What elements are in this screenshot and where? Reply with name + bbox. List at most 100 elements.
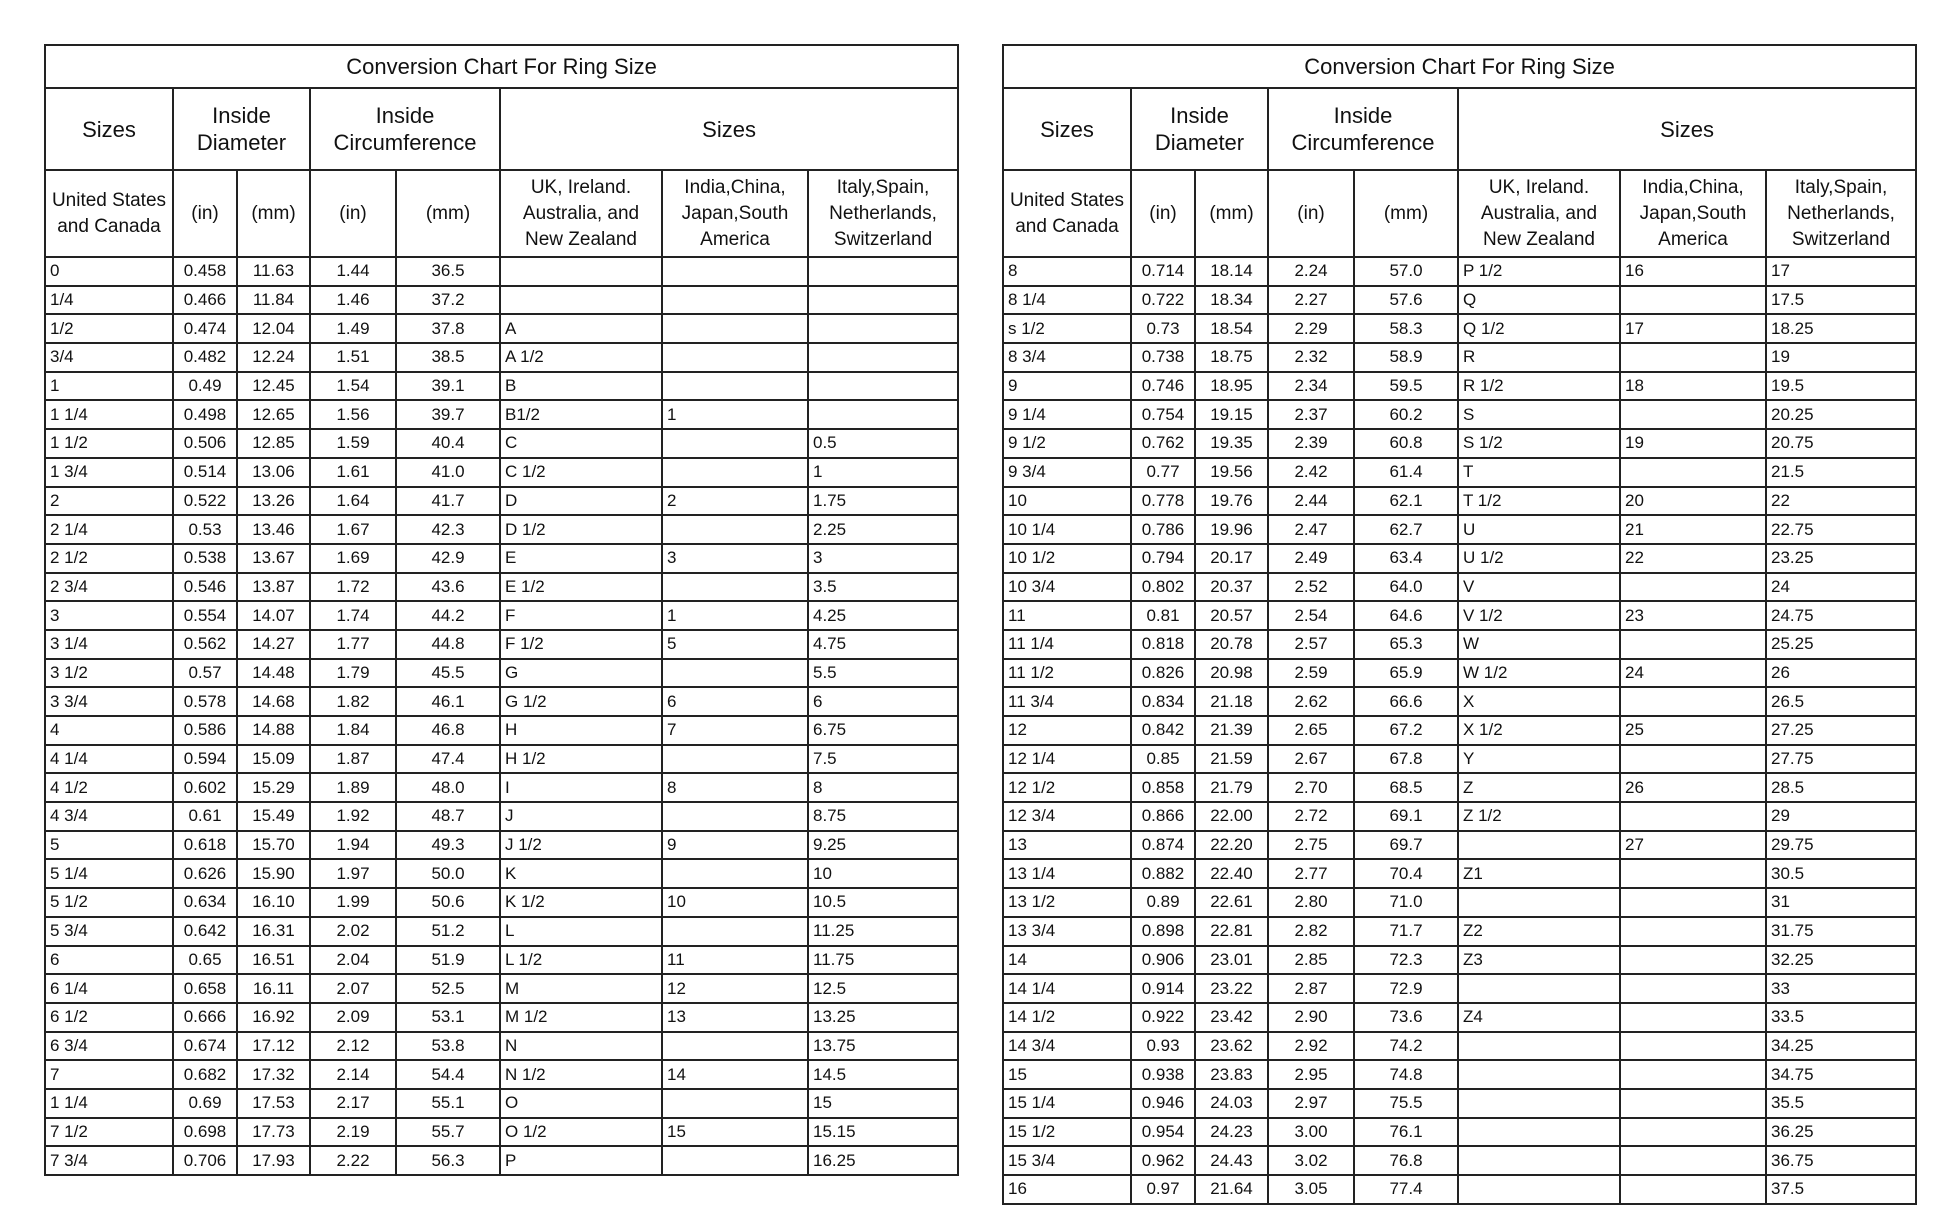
cell-circumference-mm: 70.4	[1353, 858, 1459, 890]
cell-circumference-mm: 55.7	[395, 1116, 501, 1148]
cell-diameter-mm: 21.39	[1194, 715, 1269, 746]
cell-uk-size: D 1/2	[499, 514, 663, 545]
cell-uk-size: S 1/2	[1457, 428, 1621, 459]
table-row: 11 1/2 0.826 20.98 2.59 65.9 W 1/2 24 26	[1002, 657, 1918, 689]
cell-europe-size: 21.5	[1764, 456, 1918, 488]
cell-circumference-in: 1.99	[309, 887, 397, 918]
table-row: 1 1/2 0.506 12.85 1.59 40.4 C 0.5	[44, 428, 960, 459]
cell-europe-size	[806, 399, 960, 431]
cell-us-size: 5 1/4	[44, 858, 174, 890]
cell-uk-size: Z1	[1457, 858, 1621, 890]
cell-circumference-mm: 50.6	[395, 887, 501, 918]
table-row: 11 3/4 0.834 21.18 2.62 66.6 X 26.5	[1002, 686, 1918, 717]
cell-europe-size	[806, 370, 960, 402]
cell-circumference-in: 1.44	[309, 256, 397, 287]
cell-diameter-in: 0.818	[1130, 628, 1196, 660]
cell-uk-size: T	[1457, 456, 1621, 488]
subheader-diameter-mm: (mm)	[236, 169, 311, 258]
cell-circumference-mm: 54.4	[395, 1059, 501, 1090]
cell-circumference-in: 2.24	[1267, 256, 1355, 287]
cell-asia-size	[661, 915, 809, 947]
cell-diameter-mm: 13.26	[236, 485, 311, 517]
table-row: 13 0.874 22.20 2.75 69.7 27 29.75	[1002, 829, 1918, 861]
cell-asia-size: 9	[661, 829, 809, 861]
cell-diameter-in: 0.874	[1130, 829, 1196, 861]
cell-diameter-mm: 24.03	[1194, 1087, 1269, 1119]
cell-diameter-in: 0.906	[1130, 944, 1196, 976]
cell-diameter-in: 0.73	[1130, 313, 1196, 345]
table-row: 10 1/2 0.794 20.17 2.49 63.4 U 1/2 22 23.25	[1002, 542, 1918, 574]
table-row: 6 1/4 0.658 16.11 2.07 52.5 M 12 12.5	[44, 973, 960, 1004]
cell-diameter-in: 0.642	[172, 915, 238, 947]
cell-diameter-mm: 21.79	[1194, 772, 1269, 804]
cell-us-size: 12	[1002, 715, 1132, 746]
cell-circumference-in: 2.42	[1267, 456, 1355, 488]
cell-diameter-in: 0.61	[172, 801, 238, 832]
cell-diameter-mm: 18.34	[1194, 284, 1269, 316]
table-row: 4 1/2 0.602 15.29 1.89 48.0 I 8 8	[44, 772, 960, 804]
cell-diameter-in: 0.546	[172, 571, 238, 603]
table-row: 16 0.97 21.64 3.05 77.4 37.5	[1002, 1174, 1918, 1205]
cell-diameter-mm: 17.73	[236, 1116, 311, 1148]
cell-diameter-mm: 13.46	[236, 514, 311, 545]
cell-diameter-in: 0.77	[1130, 456, 1196, 488]
cell-circumference-mm: 67.2	[1353, 715, 1459, 746]
cell-diameter-mm: 14.27	[236, 628, 311, 660]
table-row: 4 0.586 14.88 1.84 46.8 H 7 6.75	[44, 715, 960, 746]
cell-circumference-mm: 37.8	[395, 313, 501, 345]
cell-us-size: 0	[44, 256, 174, 287]
cell-diameter-in: 0.794	[1130, 542, 1196, 574]
table-row: 1 0.49 12.45 1.54 39.1 B	[44, 370, 960, 402]
cell-uk-size: B	[499, 370, 663, 402]
table-row: 6 0.65 16.51 2.04 51.9 L 1/2 11 11.75	[44, 944, 960, 976]
cell-uk-size: E	[499, 542, 663, 574]
cell-uk-size: R 1/2	[1457, 370, 1621, 402]
cell-us-size: 6	[44, 944, 174, 976]
cell-asia-size: 25	[1619, 715, 1767, 746]
cell-circumference-mm: 56.3	[395, 1145, 501, 1176]
table-row: 1/4 0.466 11.84 1.46 37.2	[44, 284, 960, 316]
cell-circumference-in: 2.32	[1267, 342, 1355, 373]
cell-circumference-in: 1.74	[309, 600, 397, 631]
table-row: 3 1/2 0.57 14.48 1.79 45.5 G 5.5	[44, 657, 960, 689]
cell-circumference-mm: 65.3	[1353, 628, 1459, 660]
cell-us-size: 2	[44, 485, 174, 517]
cell-uk-size: Z	[1457, 772, 1621, 804]
cell-diameter-in: 0.738	[1130, 342, 1196, 373]
cell-circumference-mm: 66.6	[1353, 686, 1459, 717]
cell-asia-size	[1619, 628, 1767, 660]
cell-us-size: 13 3/4	[1002, 915, 1132, 947]
cell-uk-size: E 1/2	[499, 571, 663, 603]
cell-diameter-in: 0.946	[1130, 1087, 1196, 1119]
cell-uk-size: J 1/2	[499, 829, 663, 861]
cell-us-size: 2 1/2	[44, 542, 174, 574]
cell-circumference-mm: 51.9	[395, 944, 501, 976]
cell-diameter-mm: 21.59	[1194, 743, 1269, 775]
cell-uk-size: U	[1457, 514, 1621, 545]
table-row: 5 0.618 15.70 1.94 49.3 J 1/2 9 9.25	[44, 829, 960, 861]
cell-europe-size: 14.5	[806, 1059, 960, 1090]
header-inside-circumference: Inside Circumference	[1267, 87, 1459, 171]
cell-uk-size: F	[499, 600, 663, 631]
cell-diameter-in: 0.482	[172, 342, 238, 373]
cell-asia-size	[1619, 1116, 1767, 1148]
cell-europe-size	[806, 256, 960, 287]
cell-asia-size: 17	[1619, 313, 1767, 345]
cell-uk-size: Z 1/2	[1457, 801, 1621, 832]
header-inside-circumference: Inside Circumference	[309, 87, 501, 171]
cell-circumference-mm: 44.8	[395, 628, 501, 660]
cell-circumference-mm: 75.5	[1353, 1087, 1459, 1119]
table-row: 9 3/4 0.77 19.56 2.42 61.4 T 21.5	[1002, 456, 1918, 488]
table-row: 15 1/2 0.954 24.23 3.00 76.1 36.25	[1002, 1116, 1918, 1148]
cell-asia-size	[1619, 1174, 1767, 1205]
cell-circumference-in: 2.70	[1267, 772, 1355, 804]
cell-asia-size: 11	[661, 944, 809, 976]
cell-diameter-mm: 14.07	[236, 600, 311, 631]
cell-asia-size	[661, 342, 809, 373]
cell-circumference-mm: 41.0	[395, 456, 501, 488]
cell-asia-size	[1619, 801, 1767, 832]
table-row: 1 1/4 0.498 12.65 1.56 39.7 B1/2 1	[44, 399, 960, 431]
subheader-us-canada: United States and Canada	[1002, 169, 1132, 258]
cell-diameter-mm: 18.54	[1194, 313, 1269, 345]
cell-diameter-in: 0.962	[1130, 1145, 1196, 1176]
